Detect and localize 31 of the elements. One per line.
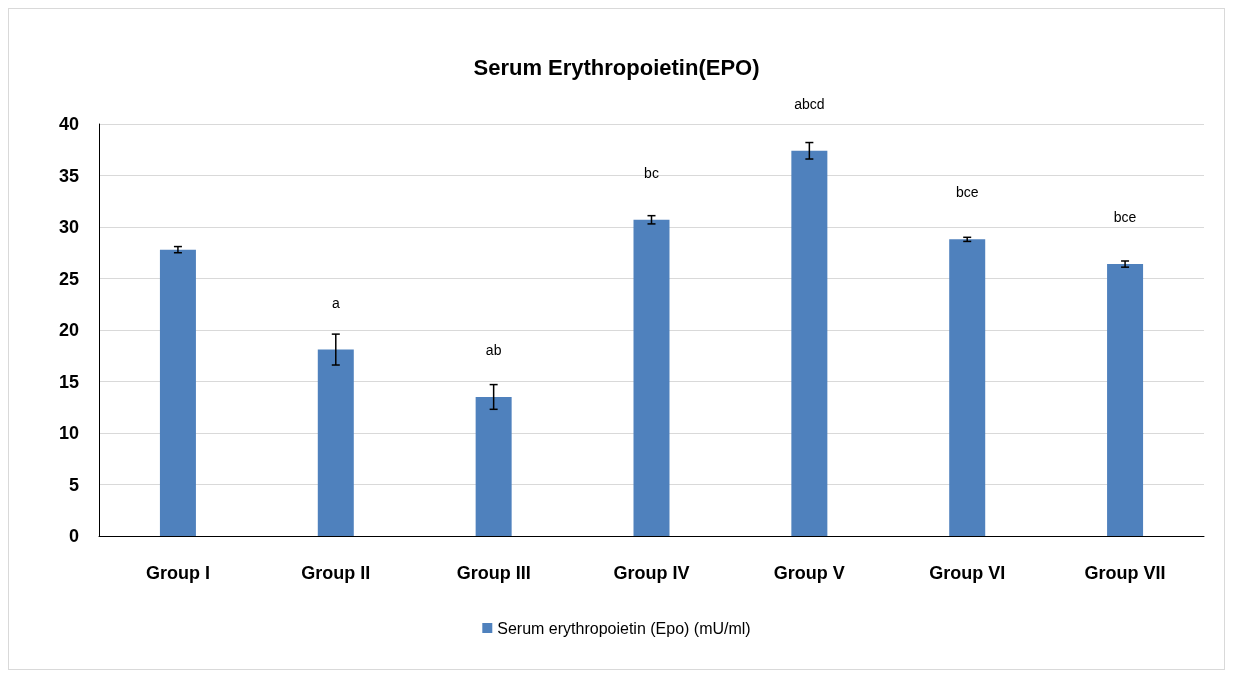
x-tick-label: Group III	[456, 563, 531, 583]
y-tick-label: 15	[58, 371, 79, 392]
x-tick-label: Group V	[773, 563, 845, 583]
legend-label: Serum erythropoietin (Epo) (mU/ml)	[497, 619, 751, 637]
data-label: bce	[1113, 209, 1137, 226]
bar	[317, 349, 354, 536]
bar	[159, 249, 196, 536]
data-label: a	[331, 294, 340, 311]
y-tick-label: 40	[58, 114, 79, 134]
y-tick-label: 0	[68, 526, 79, 546]
x-tick-label: Group VII	[1084, 563, 1166, 583]
bar	[475, 396, 512, 536]
x-tick-label: Group I	[145, 563, 210, 583]
y-tick-label: 5	[68, 474, 79, 495]
data-label: bce	[955, 184, 979, 201]
chart-title: Serum Erythropoietin(EPO)	[473, 54, 760, 80]
y-tick-label: 20	[58, 320, 79, 340]
x-tick-label: Group VI	[929, 563, 1006, 583]
x-tick-label: Group II	[301, 563, 371, 583]
bar	[791, 150, 828, 536]
bar	[633, 219, 670, 536]
data-label: bc	[644, 164, 659, 181]
data-label: ab	[485, 341, 502, 358]
y-tick-label: 35	[58, 165, 79, 186]
bar	[1107, 264, 1144, 536]
bar	[949, 239, 986, 536]
y-tick-label: 30	[58, 217, 79, 237]
x-tick-label: Group IV	[613, 563, 690, 583]
y-tick-label: 10	[58, 423, 79, 443]
data-label: abcd	[794, 95, 825, 112]
y-tick-label: 25	[58, 268, 79, 289]
